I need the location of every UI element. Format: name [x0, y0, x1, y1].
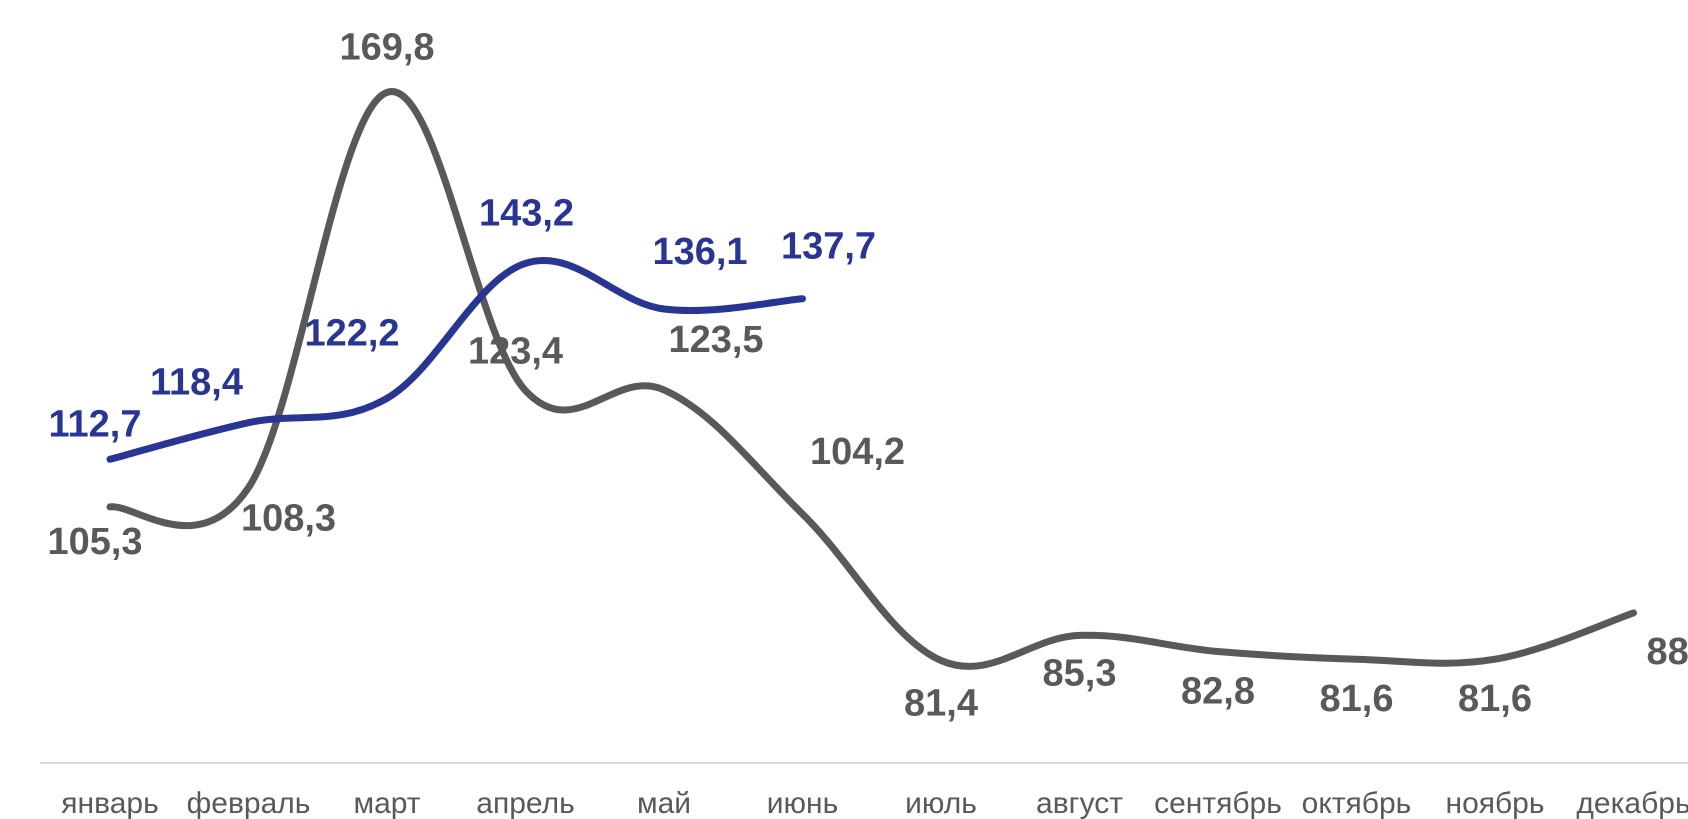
- series-1-data-label-11: 81,6: [1458, 678, 1532, 720]
- x-tick-label-10: октябрь: [1302, 787, 1412, 819]
- series-1-point-7: [938, 658, 944, 664]
- series-1-point-8: [1077, 632, 1083, 638]
- series-1-point-2: [246, 485, 252, 491]
- x-tick-label-3: март: [353, 787, 420, 819]
- series-1-data-label-9: 82,8: [1181, 671, 1255, 713]
- series-1-data-label-4: 123,4: [468, 331, 563, 373]
- series-1-data-label-7: 81,4: [904, 683, 978, 725]
- series-1-data-label-8: 85,3: [1043, 652, 1117, 694]
- series-2-data-label-3: 122,2: [304, 312, 399, 354]
- series-2-point-5: [661, 306, 667, 312]
- x-tick-label-7: июль: [905, 787, 977, 819]
- x-tick-label-2: февраль: [187, 787, 311, 819]
- x-tick-label-6: июнь: [767, 787, 838, 819]
- x-tick-label-12: декабрь: [1576, 787, 1688, 819]
- series-2-data-label-6: 137,7: [781, 226, 876, 268]
- x-tick-label-9: сентябрь: [1154, 787, 1282, 819]
- series-1-point-9: [1215, 649, 1221, 655]
- series-2-point-2: [246, 420, 252, 426]
- series-1-data-label-5: 123,5: [668, 319, 763, 361]
- series-1-data-label-10: 81,6: [1320, 678, 1394, 720]
- x-tick-label-8: август: [1036, 787, 1123, 819]
- series-2-data-label-2: 118,4: [150, 362, 243, 404]
- series-1-data-label-6: 104,2: [810, 431, 905, 473]
- series-1-point-5: [661, 387, 667, 393]
- series-2-data-label-1: 112,7: [49, 403, 142, 445]
- series-layer: [106, 88, 1637, 670]
- series-1-point-1: [107, 504, 113, 510]
- series-1-data-label-2: 108,3: [241, 498, 336, 540]
- x-tick-label-4: апрель: [476, 787, 574, 819]
- series-line-2: [106, 256, 806, 463]
- series-1-point-11: [1492, 656, 1498, 662]
- series-2-point-4: [523, 260, 529, 266]
- series-line-1: [106, 88, 1637, 670]
- series-1-point-10: [1354, 656, 1360, 662]
- series-1-data-label-1: 105,3: [47, 521, 142, 563]
- x-tick-label-5: май: [637, 787, 691, 819]
- series-2-point-3: [384, 395, 390, 401]
- series-1-data-label-12: 88,8: [1647, 631, 1688, 673]
- series-1-point-12: [1631, 610, 1637, 616]
- series-2-point-6: [800, 296, 806, 302]
- x-tick-label-11: ноябрь: [1446, 787, 1545, 819]
- series-1-point-3: [384, 89, 390, 95]
- data-label-layer: 105,3 108,3 169,8 123,4 123,5 104,2 81,4 85,3 82…: [47, 26, 1688, 724]
- x-tick-labels: январь февраль март апрель май июнь июль август…: [61, 787, 1688, 819]
- series-2-data-label-4: 143,2: [479, 192, 574, 234]
- series-1-data-label-3: 169,8: [339, 26, 434, 68]
- series-2-point-1: [107, 456, 113, 462]
- series-2-data-label-5: 136,1: [652, 231, 747, 273]
- series-1-point-6: [800, 511, 806, 517]
- series-1-point-4: [523, 388, 529, 394]
- x-tick-label-1: январь: [61, 787, 158, 819]
